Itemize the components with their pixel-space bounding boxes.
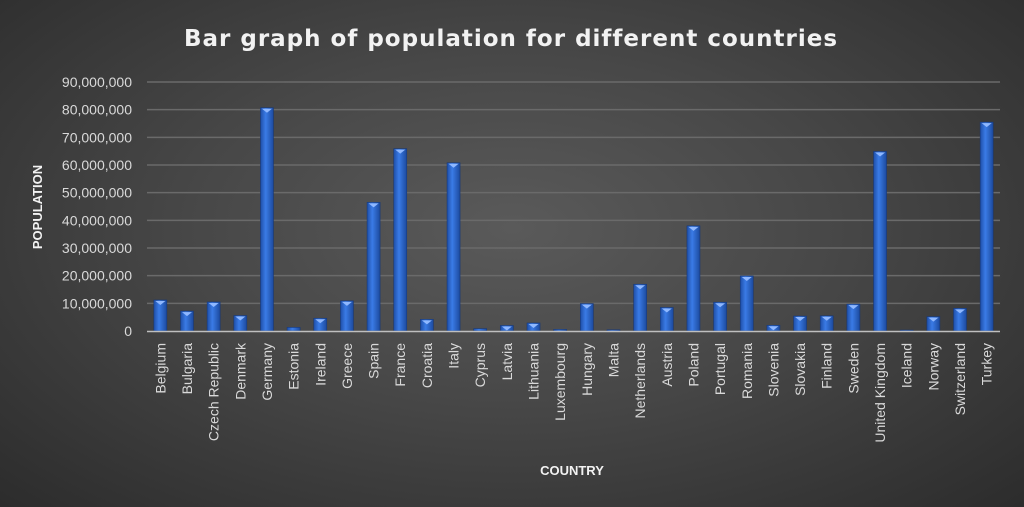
x-tick-label: Italy — [446, 343, 462, 369]
bar-cap — [421, 320, 432, 325]
bar-cap — [795, 317, 806, 322]
y-tick-label: 90,000,000 — [62, 74, 132, 90]
bar-cap — [661, 308, 672, 313]
x-tick-label: Iceland — [899, 343, 915, 388]
bar-cap — [181, 312, 192, 317]
bar-cap — [715, 303, 726, 308]
x-tick-label: Slovenia — [765, 343, 781, 397]
bar-cap — [448, 163, 459, 168]
y-tick-label: 70,000,000 — [62, 129, 132, 145]
bar-cap — [368, 203, 379, 208]
bar-cap — [315, 319, 326, 324]
bar-cap — [981, 123, 992, 128]
gridlines — [147, 81, 1000, 305]
x-axis-title: COUNTRY — [540, 463, 604, 478]
bars — [153, 107, 994, 332]
x-tick-label: Croatia — [419, 343, 435, 388]
bar-romania — [739, 275, 754, 332]
x-tick-label: Latvia — [499, 343, 515, 381]
bar-cap — [741, 276, 752, 281]
x-tick-label: Sweden — [845, 343, 861, 394]
bar-germany — [260, 107, 274, 332]
bar-cap — [875, 152, 886, 157]
bar-cap — [261, 108, 272, 113]
bar-cap — [155, 301, 166, 306]
bar-cap — [581, 304, 592, 309]
x-tick-label: Poland — [685, 343, 701, 387]
x-tick-label: Bulgaria — [179, 343, 195, 395]
x-tick-label: Denmark — [232, 342, 248, 400]
bar-cyprus — [473, 328, 488, 332]
bar-turkey — [979, 121, 994, 332]
x-tick-label: Malta — [605, 343, 621, 377]
x-tick-label: Finland — [819, 343, 835, 389]
bar-italy — [446, 162, 461, 332]
y-tick-label: 30,000,000 — [62, 240, 132, 256]
x-tick-label: Germany — [259, 343, 275, 401]
bar-united-kingdom — [873, 151, 887, 332]
x-tick-label: Spain — [366, 343, 382, 379]
x-tick-label: Greece — [339, 343, 355, 389]
bar-cap — [821, 316, 832, 321]
y-axis-title: POPULATION — [30, 165, 45, 249]
x-tick-label: Hungary — [579, 343, 595, 396]
y-tick-label: 40,000,000 — [62, 212, 132, 228]
bar-cap — [955, 309, 966, 314]
bar-cap — [768, 326, 779, 331]
x-tick-label: Luxembourg — [552, 343, 568, 421]
y-tick-label: 60,000,000 — [62, 157, 132, 173]
x-tick-label: Lithuania — [526, 343, 542, 400]
x-tick-label: Romania — [739, 343, 755, 399]
y-tick-label: 10,000,000 — [62, 295, 132, 311]
bar-cap — [528, 323, 539, 328]
x-tick-label: United Kingdom — [872, 343, 888, 443]
x-tick-label: Estonia — [286, 343, 302, 390]
y-axis-ticks: 0 10,000,000 20,000,000 30,000,000 40,000,00… — [62, 74, 132, 339]
x-tick-label: Belgium — [152, 343, 168, 394]
x-tick-label: Ireland — [312, 343, 328, 386]
bar-netherlands — [633, 283, 647, 332]
bar-cap — [395, 149, 406, 154]
chart-title: Bar graph of population for different co… — [184, 26, 838, 52]
x-tick-label: Portugal — [712, 343, 728, 395]
bar-estonia — [286, 327, 301, 332]
x-tick-label: Cyprus — [472, 343, 488, 387]
x-tick-label: Turkey — [979, 343, 995, 385]
x-tick-label: France — [392, 343, 408, 387]
bar-cap — [501, 326, 512, 331]
x-tick-label: Norway — [925, 343, 941, 390]
bar-cap — [208, 302, 219, 307]
bar-spain — [366, 202, 381, 332]
bar-france — [393, 148, 408, 332]
y-tick-label: 50,000,000 — [62, 185, 132, 201]
y-tick-label: 20,000,000 — [62, 268, 132, 284]
bar-cap — [688, 226, 699, 231]
x-tick-label: Czech Republic — [206, 343, 222, 441]
bar-cap — [928, 317, 939, 322]
bar-cap — [235, 316, 246, 321]
x-tick-label: Switzerland — [952, 343, 968, 415]
x-tick-label: Slovakia — [792, 343, 808, 396]
y-tick-label: 0 — [124, 323, 132, 339]
x-tick-label: Austria — [659, 343, 675, 387]
y-tick-label: 80,000,000 — [62, 102, 132, 118]
bar-cap — [848, 305, 859, 310]
bar-cap — [635, 285, 646, 290]
x-tick-label: Netherlands — [632, 343, 648, 419]
bar-cap — [341, 301, 352, 306]
bar-poland — [686, 225, 701, 332]
x-axis-ticks: Belgium Bulgaria Czech Republic Denmark Germ… — [152, 342, 994, 443]
